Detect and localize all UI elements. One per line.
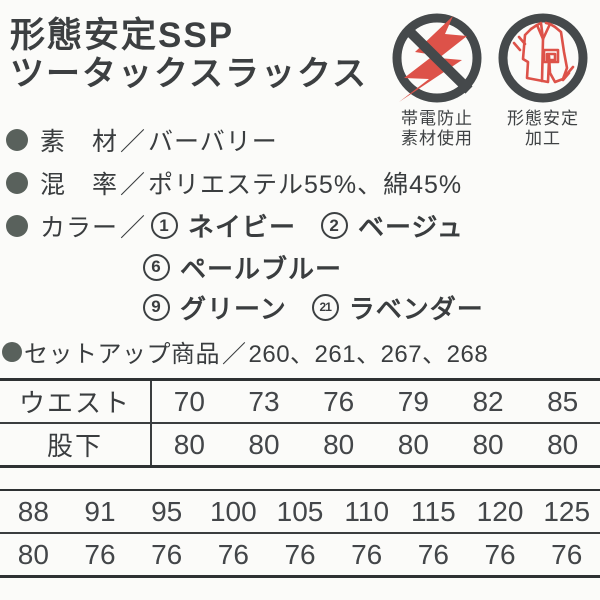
bullet-icon [2, 341, 22, 362]
table-cell: 125 [543, 495, 591, 527]
table-row: 股下 80 80 80 80 80 80 [0, 424, 600, 465]
table-cell: 76 [84, 538, 116, 570]
table-cell: 80 [248, 428, 280, 460]
table-cell: 100 [209, 495, 257, 527]
color-name: ラベンダー [348, 293, 484, 324]
table-cell: 76 [151, 538, 183, 570]
table-cell: 95 [151, 495, 183, 527]
bullet-icon [6, 128, 28, 151]
badge-shape-stable-caption: 形態安定 加工 [507, 109, 579, 150]
table-cell: 79 [397, 385, 429, 417]
feature-badges: 帯電防止 素材使用 形態安定 [388, 12, 592, 150]
product-title: 形態安定SSP ツータックスラックス [10, 16, 368, 93]
table-cell: 80 [397, 428, 429, 460]
spec-separator: ／ [120, 127, 147, 156]
table-cell: 110 [344, 495, 390, 527]
setup-label: セットアップ商品 [24, 341, 220, 368]
bullet-icon [6, 214, 28, 237]
color-number-badge: 9 [143, 293, 170, 321]
color-name: ペールブルー [180, 253, 343, 284]
badge-antistatic-caption: 帯電防止 素材使用 [401, 109, 473, 150]
spec-list: 素 材 ／ バーバリー 混 率 ／ ポリエステル55%、綿45% カラー ／ 1… [6, 118, 598, 327]
spec-value: ポリエステル55%、綿45% [148, 170, 463, 199]
setup-products-row: セットアップ商品 ／ 260、261、267、268 [2, 334, 488, 369]
size-table-upper: ウエスト 70 73 76 79 82 85 股下 80 80 80 80 80… [0, 378, 600, 468]
table-cell: 80 [547, 428, 579, 460]
spec-label: カラー [40, 213, 119, 242]
table-cell: 76 [551, 538, 583, 570]
badge-caption-text: 帯電防止 [401, 109, 473, 128]
color-number-badge: 1 [151, 212, 179, 239]
badge-caption-text: 形態安定 [507, 109, 579, 128]
table-cell: 115 [411, 495, 456, 527]
size-table-lower: 88 91 95 100 105 110 115 120 125 80 76 7… [0, 489, 600, 578]
table-cell: 105 [276, 495, 324, 527]
bullet-icon [6, 171, 28, 194]
table-cell: 76 [323, 385, 355, 417]
color-name: ベージュ [358, 212, 464, 242]
table-cell: 120 [476, 495, 524, 527]
shape-stable-jacket-icon [498, 13, 588, 103]
color-name: ネイビー [188, 212, 297, 242]
table-cell: 76 [217, 538, 249, 570]
table-cell: 80 [472, 428, 504, 460]
spec-row-material: 素 材 ／ バーバリー [6, 118, 598, 161]
spec-separator: ／ [120, 213, 147, 242]
table-cell: 76 [484, 538, 516, 570]
table-row: 88 91 95 100 105 110 115 120 125 [0, 491, 600, 534]
no-static-lightning-icon [392, 13, 482, 103]
spec-label: 混 率 [40, 170, 119, 199]
table-cell: 70 [173, 385, 205, 417]
table-cell: 76 [284, 538, 316, 570]
color-number-badge: 2 [321, 212, 349, 239]
table-cell: 76 [351, 538, 383, 570]
spec-label: 素 材 [40, 127, 119, 156]
spec-row-colors: カラー ／ 1 ネイビー 2 ベージュ [6, 204, 598, 247]
table-cell: 82 [472, 385, 504, 417]
setup-value: 260、261、267、268 [248, 341, 489, 368]
product-title-line1: 形態安定SSP [10, 16, 235, 55]
row-header: 股下 [0, 424, 152, 465]
table-cell: 80 [323, 428, 355, 460]
color-name: グリーン [180, 293, 287, 324]
table-cell: 80 [17, 538, 49, 570]
row-values: 70 73 76 79 82 85 [152, 381, 600, 422]
spec-value: バーバリー [148, 127, 278, 156]
spec-separator: ／ [120, 170, 147, 199]
badge-caption-text: 素材使用 [401, 129, 473, 149]
badge-antistatic: 帯電防止 素材使用 [388, 12, 486, 150]
row-values: 80 80 80 80 80 80 [152, 424, 600, 465]
product-title-line2: ツータックスラックス [10, 55, 368, 94]
setup-separator: ／ [222, 341, 247, 368]
spec-row-blend: 混 率 ／ ポリエステル55%、綿45% [6, 161, 598, 204]
table-cell: 88 [17, 495, 49, 527]
table-row: ウエスト 70 73 76 79 82 85 [0, 381, 600, 424]
color-number-badge: 6 [143, 253, 170, 281]
spec-row-colors-cont: 6 ペールブルー [140, 247, 598, 287]
badge-shape-stable: 形態安定 加工 [494, 12, 592, 150]
table-cell: 91 [84, 495, 116, 527]
color-number-badge: 21 [311, 293, 339, 321]
row-header: ウエスト [0, 381, 152, 422]
table-cell: 76 [417, 538, 449, 570]
spec-row-colors-cont: 9 グリーン 21 ラベンダー [140, 287, 598, 327]
badge-caption-text: 加工 [525, 129, 561, 149]
table-cell: 85 [547, 385, 579, 417]
table-cell: 80 [173, 428, 205, 460]
table-row: 80 76 76 76 76 76 76 76 76 [0, 534, 600, 575]
table-cell: 73 [248, 385, 280, 417]
